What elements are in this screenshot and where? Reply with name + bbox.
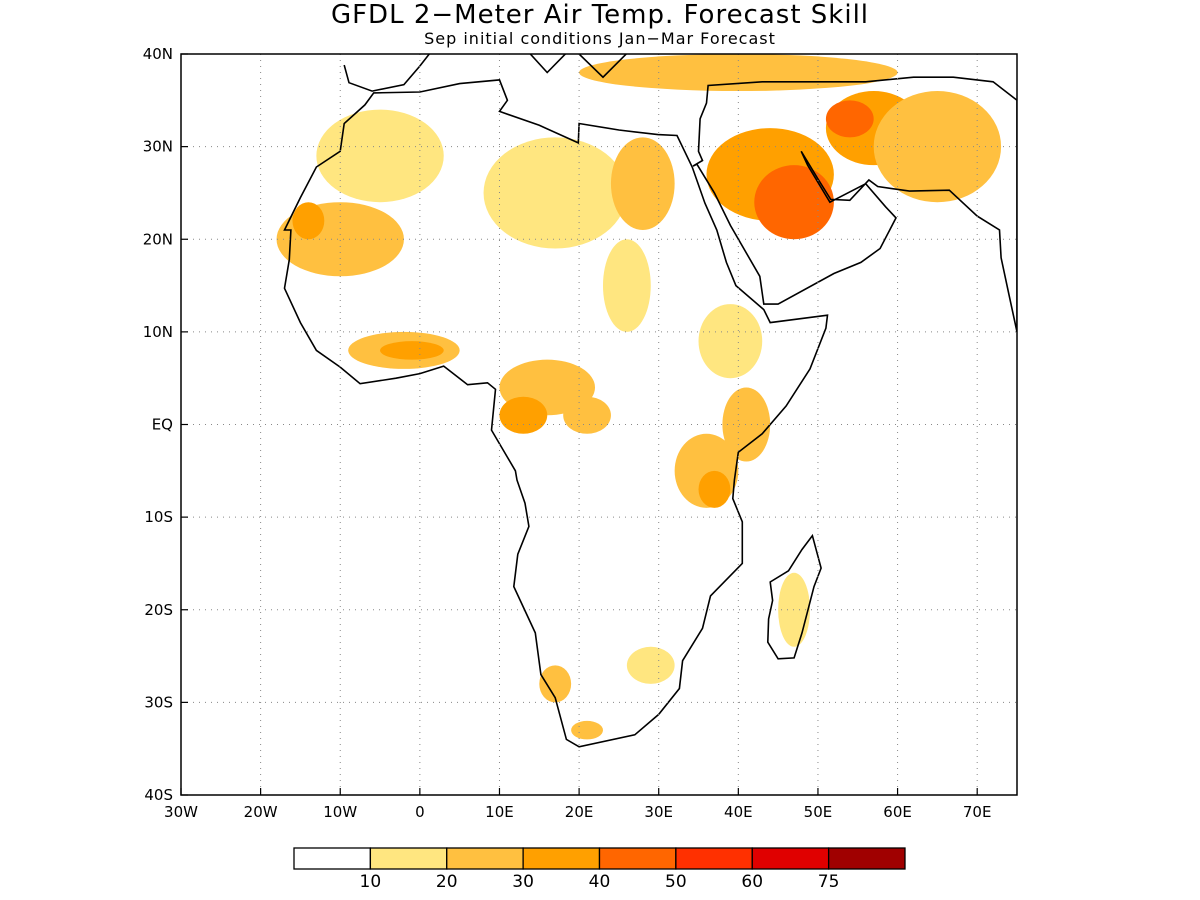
latitude-tick-label: 30S: [144, 693, 173, 711]
colorbar-swatch: [598, 847, 677, 870]
longitude-tick-label: 50E: [804, 803, 833, 821]
skill-region: [380, 341, 444, 360]
longitude-tick-label: 10E: [485, 803, 514, 821]
arabia-coastline: [692, 76, 1017, 333]
colorbar-label: 40: [589, 872, 611, 892]
colorbar-swatch: [675, 847, 753, 870]
latitude-tick-label: 20S: [144, 601, 173, 619]
colorbar-swatch: [522, 847, 601, 870]
skill-region: [483, 137, 627, 249]
colorbar-swatch: [827, 847, 906, 870]
skill-region: [626, 646, 675, 684]
skill-region: [292, 202, 325, 240]
latitude-tick-label: 20N: [143, 230, 173, 248]
colorbar-swatch: [751, 847, 830, 870]
colorbar-label: 20: [436, 872, 458, 892]
colorbar-swatch: [293, 847, 372, 870]
skill-region: [316, 109, 444, 203]
colorbar: 10 20 30 40 50 60 75: [293, 847, 906, 892]
colorbar-label: 75: [818, 872, 840, 892]
latitude-tick-label: EQ: [152, 416, 173, 434]
skill-region: [563, 396, 611, 434]
longitude-tick-label: 60E: [883, 803, 912, 821]
colorbar-label: 60: [741, 872, 763, 892]
skill-region: [778, 572, 810, 647]
map-title: GFDL 2−Meter Air Temp. Forecast Skill: [330, 0, 870, 30]
latitude-tick-label: 10N: [143, 323, 173, 341]
longitude-tick-label: 20W: [244, 803, 278, 821]
skill-region: [698, 304, 763, 379]
skill-region: [722, 387, 771, 462]
longitude-tick-label: 40E: [724, 803, 753, 821]
colorbar-label: 30: [512, 872, 534, 892]
gridlines: [181, 54, 1017, 795]
longitude-tick-label: 20E: [565, 803, 594, 821]
colorbar-swatch: [369, 847, 448, 870]
skill-region: [602, 239, 651, 332]
skill-region: [698, 470, 731, 508]
skill-region: [754, 165, 834, 240]
longitude-axis: 30W 20W 10W 0 10E 20E 30E 40E 50E 60E 70E: [164, 788, 991, 821]
latitude-tick-label: 10S: [144, 508, 173, 526]
latitude-axis: 40N 30N 20N 10N EQ 10S 20S 30S 40S: [143, 45, 188, 804]
longitude-tick-label: 30W: [164, 803, 198, 821]
map-subtitle: Sep initial conditions Jan−Mar Forecast: [424, 29, 776, 48]
colorbar-label: 50: [665, 872, 687, 892]
longitude-tick-label: 30E: [644, 803, 673, 821]
latitude-tick-label: 40S: [144, 786, 173, 804]
skill-region: [571, 720, 603, 740]
skill-region: [825, 100, 874, 138]
skill-region: [499, 396, 548, 434]
europe-coastline: [343, 54, 628, 92]
longitude-tick-label: 10W: [323, 803, 357, 821]
colorbar-swatch: [446, 847, 524, 870]
longitude-tick-label: 70E: [963, 803, 992, 821]
skill-region: [610, 137, 675, 230]
latitude-tick-label: 30N: [143, 138, 173, 156]
longitude-tick-label: 0: [415, 803, 425, 821]
skill-shading: [276, 54, 1002, 740]
madagascar-coastline: [766, 533, 822, 660]
skill-region: [539, 665, 572, 703]
latitude-tick-label: 40N: [143, 45, 173, 63]
colorbar-label: 10: [360, 872, 382, 892]
